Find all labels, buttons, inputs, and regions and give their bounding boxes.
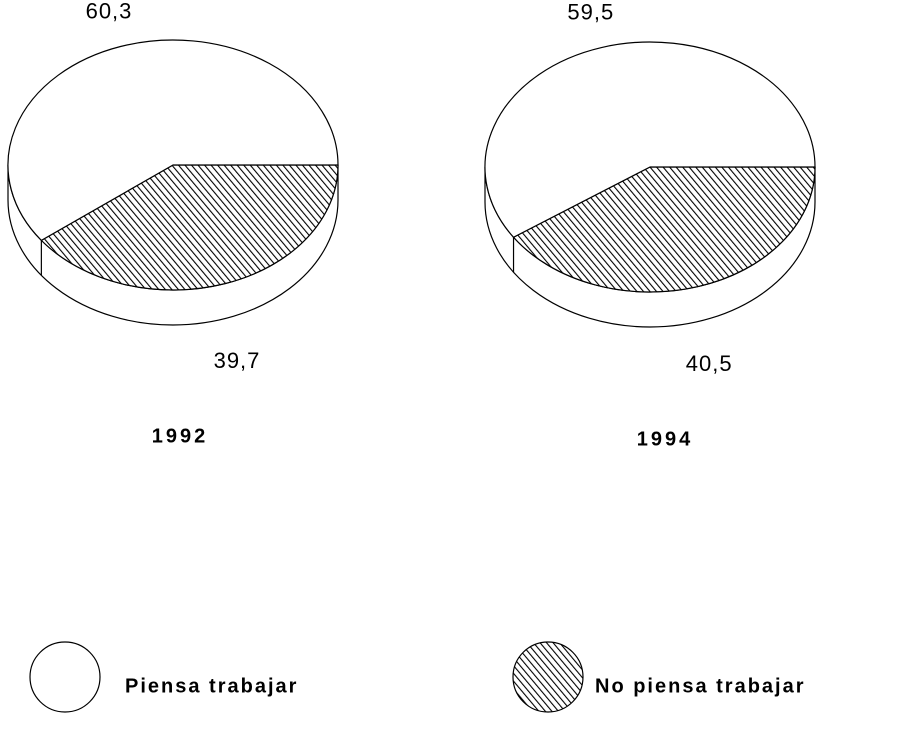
legend-swatch <box>512 641 584 713</box>
pie-slice <box>484 41 816 239</box>
legend-label: Piensa trabajar <box>125 675 298 697</box>
legend-label: No piensa trabajar <box>595 675 806 697</box>
pie-slice <box>7 39 339 242</box>
pie-slice <box>512 166 816 293</box>
value-label: 60,3 <box>86 0 133 24</box>
chart-title: 1994 <box>637 428 694 450</box>
value-label: 39,7 <box>214 348 261 373</box>
pie-slice <box>40 164 339 291</box>
legend-swatch <box>29 641 101 713</box>
value-label: 40,5 <box>686 351 733 376</box>
value-label: 59,5 <box>567 0 614 24</box>
chart-title: 1992 <box>152 425 209 447</box>
